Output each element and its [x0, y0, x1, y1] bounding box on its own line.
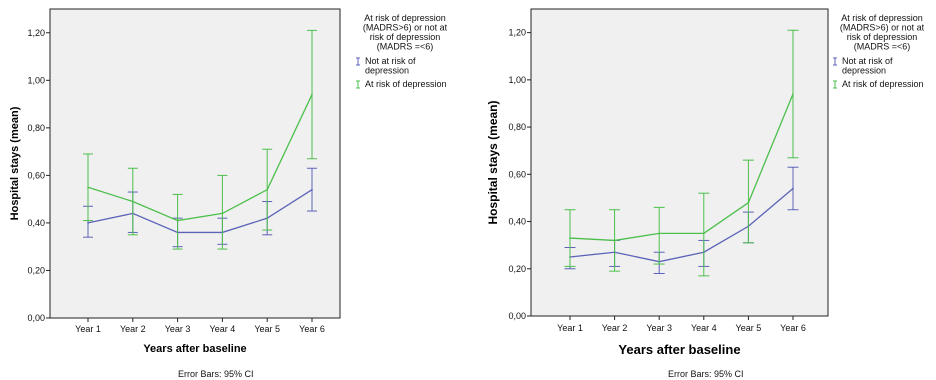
y-tick-label: 0,20 — [27, 265, 45, 275]
legend-title-line: (MADRS>6) or not at — [363, 23, 448, 33]
series-2 — [564, 29, 799, 277]
y-axis-title: Hospital stays (mean) — [9, 106, 21, 220]
data-point — [658, 232, 660, 235]
legend-title-line: (MADRS =<6) — [854, 42, 911, 52]
legend: At risk of depression(MADRS>6) or not at… — [833, 13, 925, 89]
data-point — [747, 201, 750, 204]
x-tick-label: Year 4 — [691, 323, 717, 333]
legend-title-line: (MADRS =<6) — [377, 42, 434, 52]
data-point — [87, 186, 89, 189]
series-line — [87, 94, 313, 222]
legend-label: At risk of depression — [842, 79, 924, 89]
legend-label: depression — [842, 66, 886, 76]
legend-label: Not at risk of — [365, 56, 416, 66]
series-line — [87, 189, 313, 234]
data-point — [792, 93, 794, 95]
legend-label: At risk of depression — [365, 79, 447, 89]
data-point — [703, 232, 705, 235]
chart-panel-1: 0,00 0,20 0,40 0,60 0,80 1,00 1,20 Year 1 Year 2… — [9, 8, 448, 379]
legend-title-line: (MADRS>6) or not at — [840, 23, 925, 33]
series-2 — [83, 29, 317, 250]
y-tick-label: 1,00 — [27, 75, 45, 85]
data-point — [613, 239, 616, 242]
x-axis-title: Years after baseline — [618, 342, 740, 357]
x-tick-label: Year 2 — [602, 323, 628, 333]
y-tick-label: 1,00 — [508, 75, 526, 85]
legend-title-line: risk of depression — [370, 32, 441, 42]
x-tick-label: Year 1 — [75, 324, 101, 334]
y-tick-label: 0,60 — [508, 169, 526, 179]
y-tick-label: 0,40 — [508, 217, 526, 227]
x-tick-label: Year 2 — [120, 324, 146, 334]
y-tick-label: 0,60 — [27, 170, 45, 180]
chart-panel-2: 0,00 0,20 0,40 0,60 0,80 1,00 1,20 Year 1 Year 2… — [486, 8, 925, 379]
legend: At risk of depression(MADRS>6) or not at… — [356, 13, 448, 89]
x-tick-label: Year 1 — [557, 323, 583, 333]
y-tick-label: 0,80 — [27, 123, 45, 133]
x-tick-label: Year 3 — [165, 324, 191, 334]
x-tick-label: Year 4 — [210, 324, 236, 334]
series-line — [569, 187, 794, 263]
legend-label: depression — [365, 66, 409, 76]
data-point — [132, 200, 134, 203]
plot-area — [530, 8, 829, 317]
y-tick-label: 1,20 — [508, 28, 526, 38]
data-point — [221, 212, 224, 215]
legend-label: Not at risk of — [842, 56, 893, 66]
y-axis-title: Hospital stays (mean) — [486, 100, 500, 224]
data-point — [311, 188, 313, 191]
x-tick-label: Year 5 — [736, 323, 762, 333]
data-point — [87, 222, 89, 224]
series-line — [569, 93, 794, 242]
error-bars-footnote: Error Bars: 95% CI — [668, 369, 744, 379]
legend-title-line: At risk of depression — [364, 13, 446, 23]
plot-area — [49, 8, 341, 319]
x-tick-label: Year 5 — [254, 324, 280, 334]
x-tick-label: Year 6 — [780, 323, 806, 333]
data-point — [569, 237, 571, 239]
legend-title-line: At risk of depression — [841, 13, 923, 23]
y-tick-label: 0,20 — [508, 264, 526, 274]
data-point — [792, 187, 794, 190]
error-bars-footnote: Error Bars: 95% CI — [178, 369, 254, 379]
x-tick-label: Year 6 — [299, 324, 325, 334]
x-axis-title: Years after baseline — [143, 343, 246, 355]
x-tick-label: Year 3 — [646, 323, 672, 333]
y-tick-label: 0,00 — [508, 311, 526, 321]
y-tick-label: 0,80 — [508, 122, 526, 132]
data-point — [311, 93, 313, 96]
data-point — [176, 219, 179, 222]
data-point — [266, 188, 269, 191]
y-tick-label: 0,40 — [27, 218, 45, 228]
y-tick-label: 0,00 — [27, 313, 45, 323]
legend-title-line: risk of depression — [847, 32, 918, 42]
y-tick-label: 1,20 — [27, 28, 45, 38]
